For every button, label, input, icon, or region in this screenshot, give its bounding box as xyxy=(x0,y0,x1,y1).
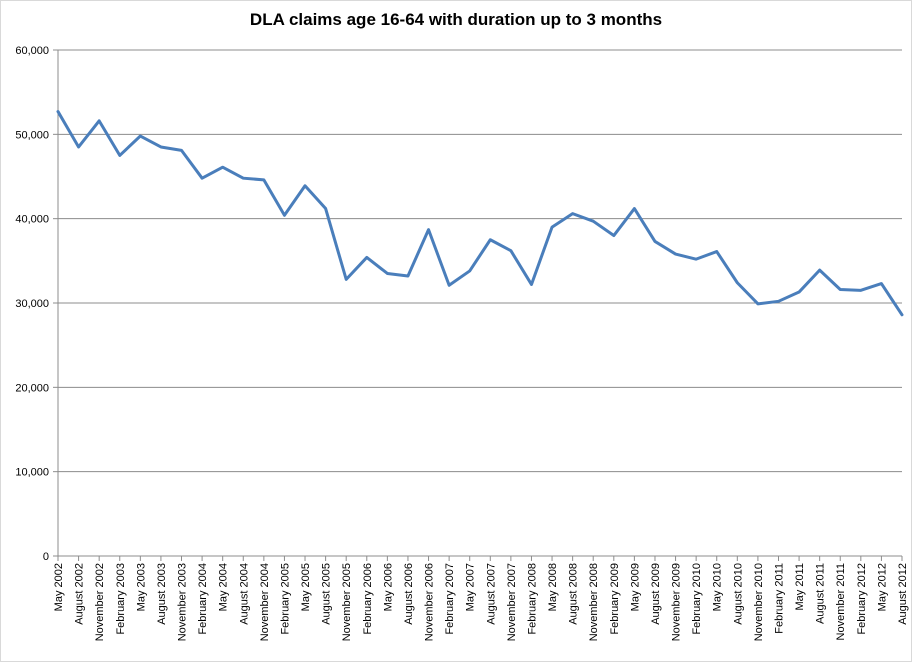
data-point xyxy=(509,249,513,252)
data-point xyxy=(159,145,163,149)
x-tick-label: February 2009 xyxy=(609,563,621,635)
x-tick-label: November 2011 xyxy=(835,563,847,640)
x-tick-label: February 2007 xyxy=(444,563,456,635)
data-point xyxy=(653,240,657,243)
x-tick-label: August 2011 xyxy=(815,563,827,624)
data-point xyxy=(447,284,451,287)
chart-title: DLA claims age 16-64 with duration up to… xyxy=(249,10,663,29)
x-tick-label: May 2005 xyxy=(300,563,312,611)
x-tick-label: November 2002 xyxy=(94,563,106,641)
data-point xyxy=(797,290,801,294)
data-point xyxy=(365,256,368,259)
data-point xyxy=(200,176,204,180)
x-tick-label: February 2008 xyxy=(526,563,538,635)
x-tick-label: August 2003 xyxy=(156,563,168,625)
data-point xyxy=(633,207,636,210)
data-point xyxy=(180,149,183,152)
data-point xyxy=(756,302,760,306)
x-tick-label: May 2010 xyxy=(712,563,724,611)
x-tick-label: August 2002 xyxy=(74,563,86,625)
y-tick-label: 50,000 xyxy=(15,129,49,141)
x-tick-label: August 2010 xyxy=(732,563,744,625)
x-tick-label: May 2009 xyxy=(629,563,641,611)
y-axis-tick-labels: 0 10,000 20,000 30,000 40,000 50,000 60,000 xyxy=(15,45,49,563)
y-tick-label: 30,000 xyxy=(15,298,49,310)
data-point xyxy=(139,134,142,138)
data-point xyxy=(344,278,348,281)
data-point xyxy=(571,212,574,215)
data-point xyxy=(97,119,101,123)
data-point xyxy=(859,289,863,292)
x-tick-label: August 2008 xyxy=(568,563,580,625)
data-point xyxy=(283,214,286,217)
x-tick-label: May 2011 xyxy=(794,563,806,611)
x-tick-label: May 2008 xyxy=(547,563,559,611)
x-tick-label: February 2010 xyxy=(691,563,703,635)
x-tick-label: May 2007 xyxy=(465,563,477,611)
y-tick-label: 10,000 xyxy=(15,467,49,479)
x-tick-label: November 2008 xyxy=(588,563,600,641)
data-point xyxy=(736,281,739,284)
data-point xyxy=(612,234,616,237)
data-point xyxy=(530,283,533,286)
x-tick-label: August 2005 xyxy=(321,563,333,625)
data-point xyxy=(56,110,60,113)
data-point xyxy=(777,300,780,303)
data-point xyxy=(262,178,266,182)
x-tick-label: August 2012 xyxy=(897,563,909,625)
data-point xyxy=(406,274,410,278)
x-tick-label: November 2005 xyxy=(341,563,353,641)
data-point xyxy=(386,272,389,275)
data-point xyxy=(839,288,842,291)
x-axis-tick-labels: May 2002 August 2002 November 2002 February… xyxy=(53,563,909,641)
x-tick-label: May 2003 xyxy=(135,563,147,611)
data-point xyxy=(118,154,121,157)
data-point xyxy=(674,252,677,256)
x-tick-label: February 2004 xyxy=(197,563,209,635)
x-tick-label: November 2007 xyxy=(506,563,518,641)
x-tick-label: May 2002 xyxy=(53,563,65,611)
x-tick-label: August 2007 xyxy=(485,563,497,625)
data-point xyxy=(427,228,430,231)
data-point xyxy=(694,257,698,261)
x-tick-label: May 2012 xyxy=(876,563,888,611)
x-tick-label: February 2011 xyxy=(773,563,785,634)
data-point xyxy=(489,238,492,241)
y-tick-label: 20,000 xyxy=(15,382,49,394)
axes xyxy=(57,50,903,561)
x-tick-label: August 2006 xyxy=(403,563,415,625)
x-tick-label: November 2004 xyxy=(259,563,271,641)
x-tick-label: February 2003 xyxy=(115,563,127,635)
data-point xyxy=(900,313,904,317)
x-tick-label: November 2009 xyxy=(671,563,683,641)
x-tick-label: May 2004 xyxy=(218,563,230,611)
data-point xyxy=(324,207,327,210)
data-point xyxy=(77,145,80,149)
data-point xyxy=(303,184,307,187)
data-point xyxy=(550,225,554,229)
x-tick-label: May 2006 xyxy=(382,563,394,611)
data-point xyxy=(468,269,471,273)
series-layer xyxy=(56,110,904,317)
y-tick-label: 0 xyxy=(43,551,49,563)
series-line xyxy=(56,110,904,317)
data-point xyxy=(242,176,245,180)
data-point xyxy=(880,282,883,285)
x-tick-label: November 2010 xyxy=(753,563,765,641)
x-tick-label: November 2006 xyxy=(424,563,436,641)
x-tick-label: February 2005 xyxy=(279,563,291,635)
data-point xyxy=(715,250,718,253)
data-point xyxy=(818,268,821,272)
y-tick-label: 60,000 xyxy=(15,45,49,57)
data-point xyxy=(592,219,595,223)
x-tick-label: February 2006 xyxy=(362,563,374,635)
x-tick-label: February 2012 xyxy=(856,563,868,635)
x-tick-label: August 2004 xyxy=(238,563,250,625)
x-tick-label: November 2003 xyxy=(177,563,189,641)
x-tick-label: August 2009 xyxy=(650,563,662,625)
data-point xyxy=(221,166,224,169)
y-tick-label: 40,000 xyxy=(15,214,49,226)
